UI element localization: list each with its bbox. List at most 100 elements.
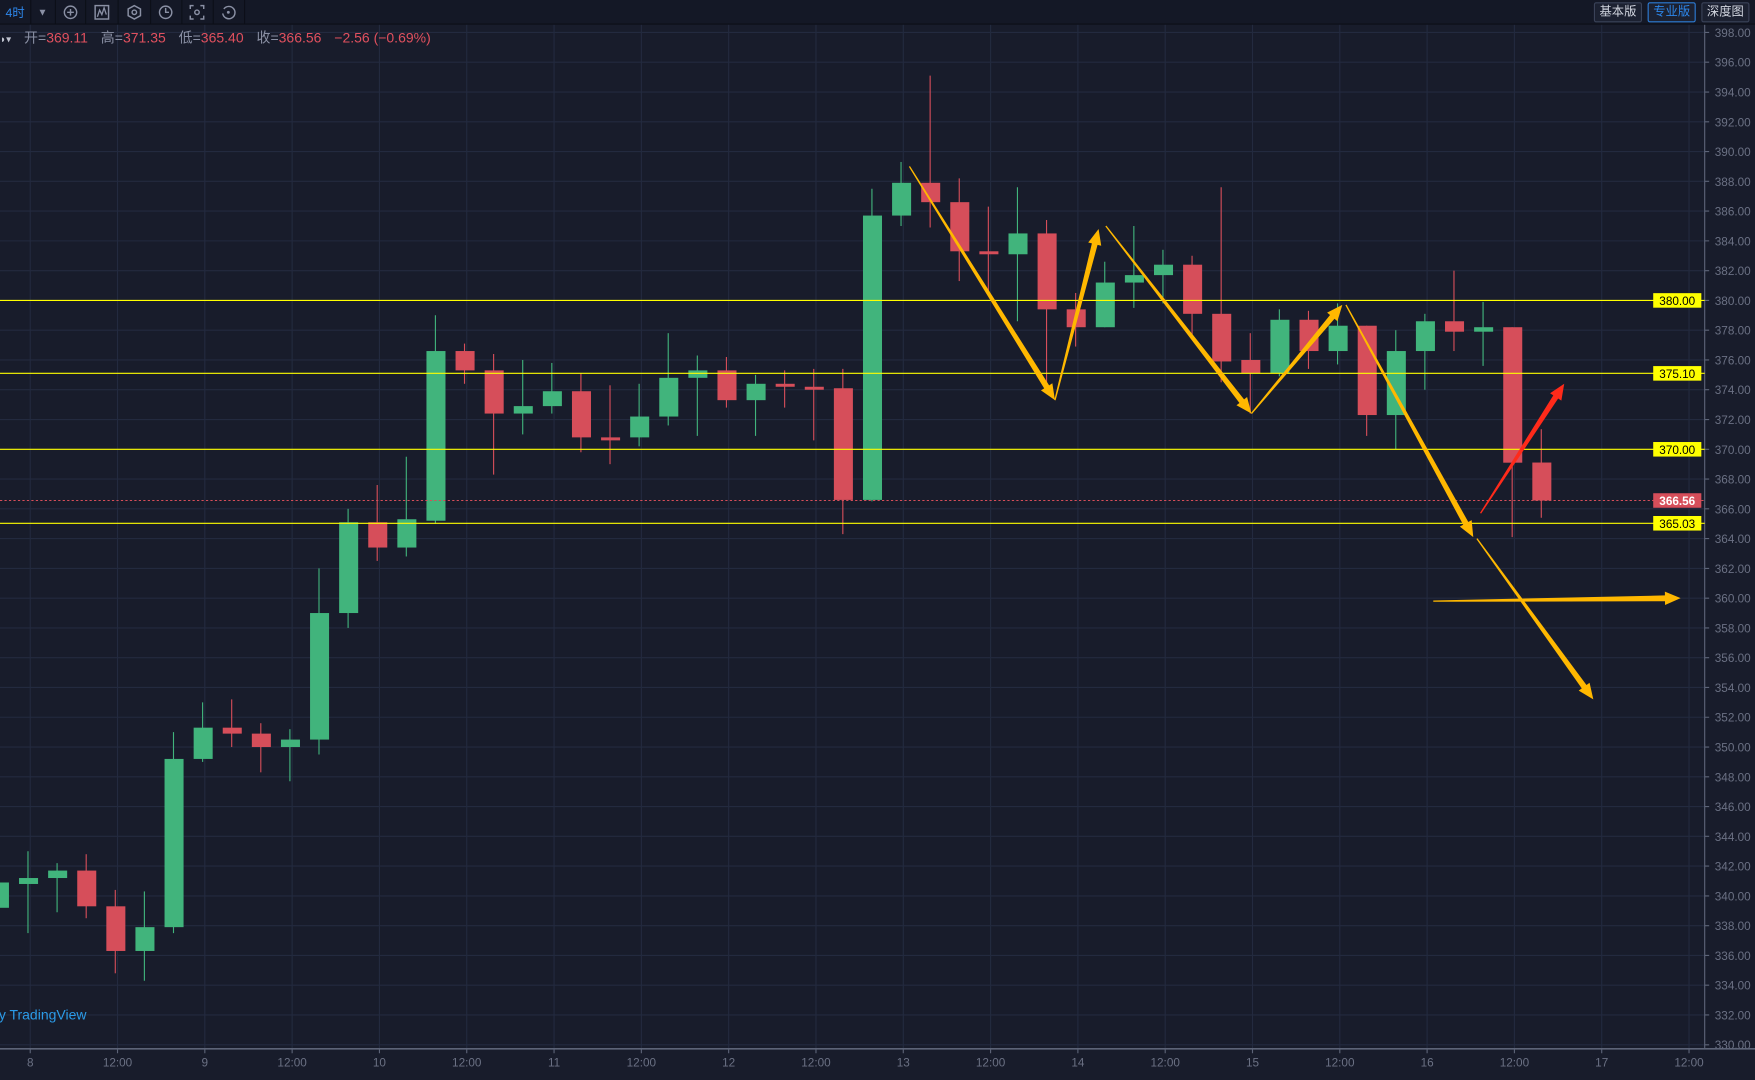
price-tick-label: 398.00 xyxy=(1715,27,1751,40)
candle-body xyxy=(950,202,970,252)
time-tick-label: 12:00 xyxy=(1500,1057,1530,1070)
price-tick-label: 376.00 xyxy=(1715,354,1751,367)
chart-toolbar: 4时 ▼ 基本版 专业版 深度图 xyxy=(0,0,1755,25)
time-tick-label: 9 xyxy=(202,1057,209,1070)
price-tick-label: 392.00 xyxy=(1715,116,1751,129)
caret-down-icon: ▼ xyxy=(37,6,48,18)
time-tick-label: 13 xyxy=(897,1057,911,1070)
candle-body xyxy=(746,383,766,401)
time-tick-label: 10 xyxy=(373,1057,387,1070)
interval-button[interactable]: 4时 xyxy=(0,0,32,24)
candle-up xyxy=(630,383,650,447)
candle-up xyxy=(1153,249,1174,304)
price-tick-label: 388.00 xyxy=(1715,176,1751,189)
undo-icon[interactable] xyxy=(213,0,246,24)
symbol-caret-icon[interactable]: ◗▾ xyxy=(0,33,12,45)
screenshot-icon[interactable] xyxy=(181,0,214,24)
red-trend-arrow xyxy=(1479,383,1565,514)
open-value: 369.11 xyxy=(46,30,88,46)
price-tick-label: 332.00 xyxy=(1715,1009,1751,1022)
ohlc-legend: ◗▾ 开=369.11 高=371.35 低=365.40 收=366.56 −… xyxy=(0,26,440,46)
candle-body xyxy=(1386,351,1406,416)
level-price-tag xyxy=(1653,366,1702,381)
candle-body xyxy=(1008,233,1028,255)
high-label: 高= xyxy=(100,30,123,46)
candle-up xyxy=(892,161,912,226)
candle-body xyxy=(1503,327,1523,463)
interval-dropdown-button[interactable]: ▼ xyxy=(30,0,56,24)
price-tick-label: 350.00 xyxy=(1715,741,1751,754)
price-tick-label: 348.00 xyxy=(1715,771,1751,784)
candle-body xyxy=(1532,462,1552,501)
candle-body xyxy=(0,882,9,908)
price-tick-label: 380.00 xyxy=(1715,295,1751,308)
candle-body xyxy=(193,727,213,759)
settings-hex-icon[interactable] xyxy=(118,0,152,24)
candle-body xyxy=(426,351,446,521)
indicator-add-icon[interactable] xyxy=(55,0,87,24)
candle-up xyxy=(310,568,330,755)
candle-up xyxy=(1124,225,1144,308)
price-tick-label: 396.00 xyxy=(1715,57,1751,70)
candle-up xyxy=(1008,187,1028,322)
candle-body xyxy=(833,388,853,500)
time-tick-label: 12:00 xyxy=(452,1057,482,1070)
time-tick-label: 16 xyxy=(1421,1057,1435,1070)
price-tick-label: 354.00 xyxy=(1715,682,1751,695)
candle-up xyxy=(48,863,68,913)
time-tick-label: 14 xyxy=(1071,1057,1085,1070)
candle-up xyxy=(19,851,39,934)
pro-version-button[interactable]: 专业版 xyxy=(1647,2,1696,23)
candle-down xyxy=(106,889,126,974)
time-tick-label: 12:00 xyxy=(103,1057,133,1070)
time-tick-label: 12:00 xyxy=(1325,1057,1355,1070)
clock-icon[interactable] xyxy=(150,0,183,24)
level-price-label: 370.00 xyxy=(1659,444,1695,457)
level-price-tag xyxy=(1653,293,1702,308)
candle-body xyxy=(339,522,359,614)
candle-down xyxy=(1299,310,1319,369)
depth-chart-button[interactable]: 深度图 xyxy=(1701,2,1750,23)
candle-up xyxy=(542,362,562,414)
candle-body xyxy=(1183,264,1203,314)
candle-up xyxy=(1270,309,1290,377)
candle-body xyxy=(484,370,504,414)
level-price-label: 365.03 xyxy=(1659,518,1695,531)
candle-body xyxy=(455,351,475,371)
tradingview-watermark[interactable]: by TradingView xyxy=(0,1007,87,1024)
close-value: 366.56 xyxy=(278,30,322,46)
chart-type-icon[interactable] xyxy=(85,0,119,24)
candle-body xyxy=(542,391,562,407)
candle-up xyxy=(397,456,417,557)
candle-up xyxy=(1415,313,1435,390)
price-tick-label: 364.00 xyxy=(1715,533,1751,546)
basic-version-button[interactable]: 基本版 xyxy=(1593,2,1643,23)
candle-body xyxy=(222,727,242,734)
candle-body xyxy=(1415,321,1435,352)
trend-arrow xyxy=(1054,228,1102,401)
interval-label: 4时 xyxy=(5,6,25,20)
candle-down xyxy=(921,75,941,228)
candle-up xyxy=(862,188,883,502)
time-tick-label: 12:00 xyxy=(277,1057,307,1070)
candle-body xyxy=(1095,282,1115,328)
level-price-tag xyxy=(1653,442,1702,457)
candle-body xyxy=(513,406,533,414)
trend-arrow xyxy=(1105,225,1252,414)
price-tick-label: 342.00 xyxy=(1715,861,1751,874)
candle-body xyxy=(1270,319,1290,374)
price-tick-label: 360.00 xyxy=(1715,593,1751,606)
time-tick-label: 11 xyxy=(548,1057,560,1070)
candle-body xyxy=(921,182,941,203)
price-tick-label: 358.00 xyxy=(1715,622,1751,635)
price-tick-label: 344.00 xyxy=(1715,831,1751,844)
candle-up xyxy=(746,374,766,436)
candle-up xyxy=(1474,301,1494,366)
candle-down xyxy=(775,370,795,408)
level-price-label: 380.00 xyxy=(1659,295,1695,308)
price-tick-label: 384.00 xyxy=(1715,235,1751,248)
price-tick-label: 382.00 xyxy=(1715,265,1751,278)
last-price-label: 366.56 xyxy=(1659,495,1695,508)
candle-body xyxy=(164,758,184,928)
